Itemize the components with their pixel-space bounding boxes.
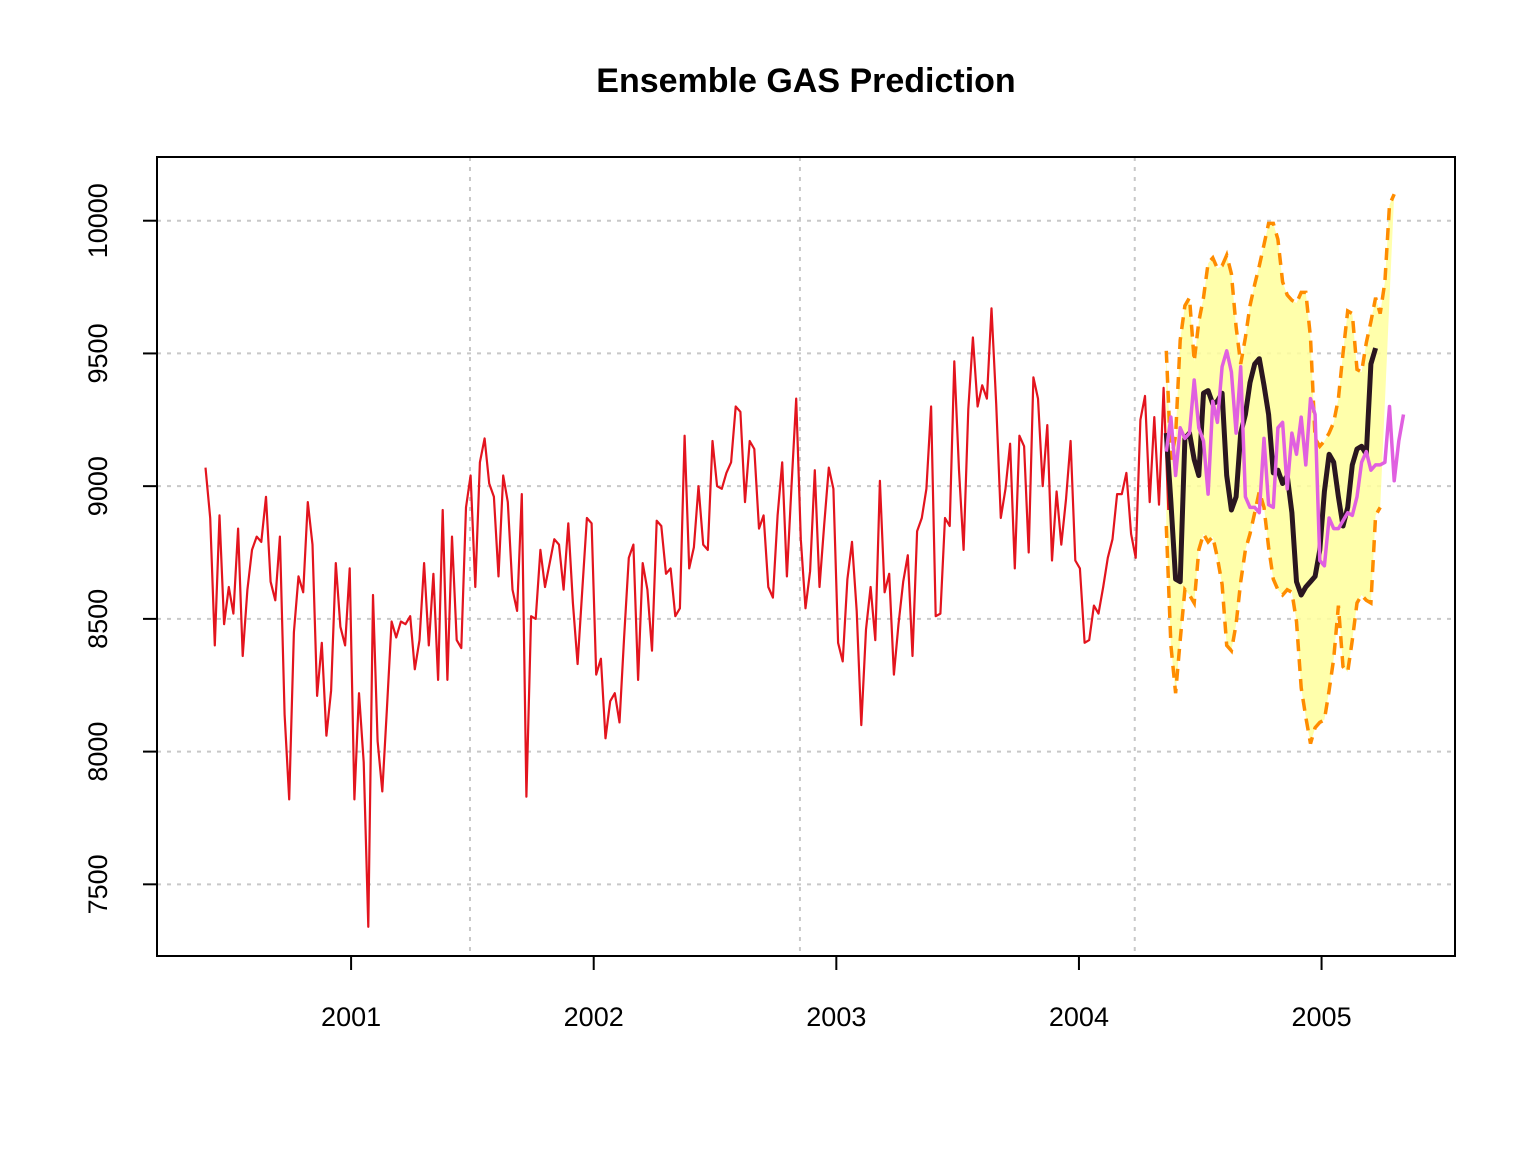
x-tick-label: 2001 (321, 1002, 381, 1032)
y-tick-label: 10000 (83, 183, 113, 258)
x-tick-label: 2002 (564, 1002, 624, 1032)
plot-frame (156, 156, 1456, 957)
chart-title: Ensemble GAS Prediction (596, 62, 1015, 100)
x-tick-label: 2003 (806, 1002, 866, 1032)
y-tick-label: 8000 (83, 722, 113, 782)
x-tick-label: 2005 (1292, 1002, 1352, 1032)
x-tick-label: 2004 (1049, 1002, 1109, 1032)
y-tick-label: 9500 (83, 323, 113, 383)
series-upper-bound (1164, 193, 1396, 460)
series-alternative (1164, 349, 1406, 568)
series-lower-bound (1164, 491, 1382, 745)
y-tick-label: 9000 (83, 456, 113, 516)
y-tick-label: 7500 (83, 854, 113, 914)
series-lines (204, 193, 1406, 928)
series-observed (204, 307, 1170, 928)
y-tick-label: 8500 (83, 589, 113, 649)
axes: 2001 2002 2003 2004 2005 7500 8000 8500 9000 9500… (83, 183, 1352, 1032)
